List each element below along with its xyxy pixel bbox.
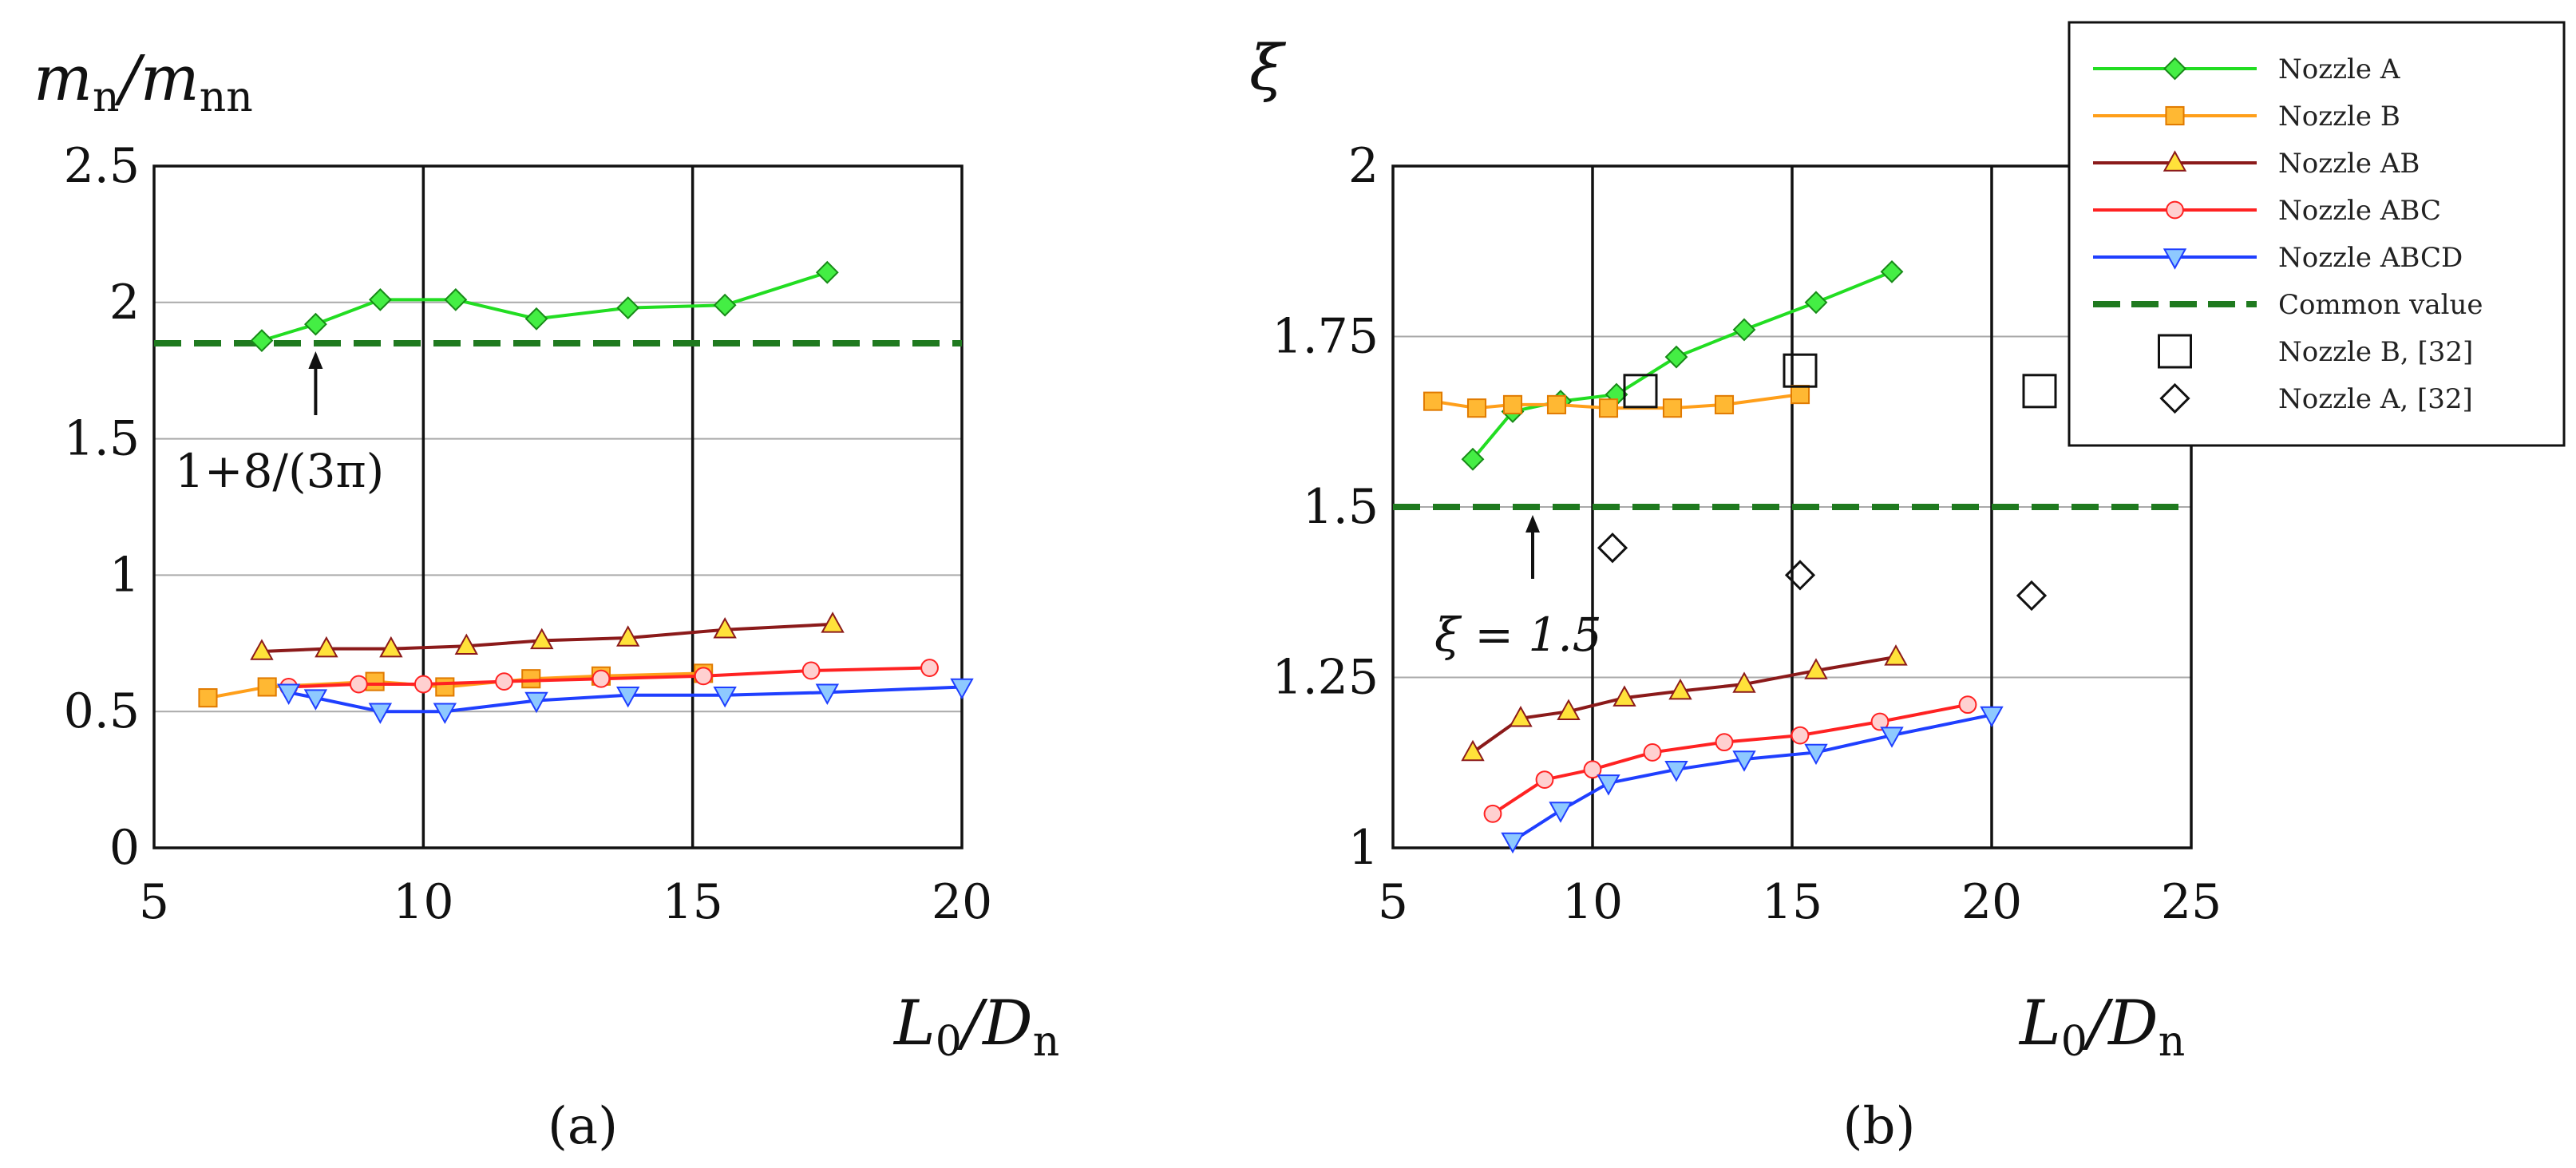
series-line-a — [262, 272, 827, 340]
point-ab — [822, 613, 843, 632]
point-abc — [415, 676, 432, 693]
figure: 5 10 15 20 0 0.5 1 1.5 2 2.5 1+8/(3π) 5 10 15 20 25 1 1.… — [0, 0, 2576, 1168]
legend-entry-label: Nozzle AB — [2278, 148, 2420, 180]
legend-entry-label: Common value — [2278, 289, 2483, 321]
series-line-a — [1473, 271, 1892, 459]
point-b — [366, 673, 384, 691]
y-tick-label: 2 — [109, 275, 140, 331]
series-line-abcd — [1513, 715, 1992, 841]
legend-entry-label: Nozzle A — [2278, 53, 2400, 85]
point-a — [714, 295, 735, 315]
y-tick-label: 2.5 — [64, 138, 140, 194]
point-abc — [1716, 734, 1733, 750]
point-abc — [921, 659, 938, 676]
point-b — [1791, 386, 1809, 403]
point-abc — [1644, 744, 1661, 761]
point-b — [436, 678, 453, 695]
point-a — [251, 331, 272, 351]
point-a — [305, 314, 326, 335]
point-b — [199, 689, 216, 707]
legend: Nozzle A Nozzle B Nozzle AB Nozzle ABC Nozzl… — [2069, 22, 2564, 445]
point-b — [1664, 399, 1681, 417]
point-abc — [1792, 727, 1809, 744]
x-tick-label: 10 — [1562, 874, 1623, 930]
legend-swatch-abc — [2166, 202, 2183, 219]
point-abc — [803, 663, 820, 679]
y-tick-label: 1.75 — [1272, 309, 1379, 365]
xlabel-b: L0/Dn — [2018, 988, 2185, 1066]
annotation-arrowhead — [1525, 515, 1540, 533]
point-abc — [1960, 696, 1977, 713]
point-abcd — [1550, 802, 1571, 821]
legend-box — [2069, 22, 2564, 445]
point-abc — [350, 676, 367, 693]
x-tick-label: 5 — [1378, 874, 1408, 930]
point-b — [259, 678, 276, 695]
xlabel-a: L0/Dn — [892, 988, 1059, 1066]
point-b — [522, 670, 540, 687]
y-tick-label: 0.5 — [64, 683, 140, 739]
point-abc — [593, 671, 610, 687]
ref-point-nozzle-b — [2024, 375, 2056, 407]
ref-point-nozzle-a — [1787, 561, 1814, 588]
point-ab — [1886, 646, 1906, 664]
y-tick-label: 0 — [109, 820, 140, 876]
legend-entry-label: Nozzle ABCD — [2278, 242, 2463, 274]
point-a — [370, 289, 390, 310]
point-b — [1468, 399, 1486, 417]
y-tick-label: 1 — [1348, 820, 1379, 876]
annotation-text: ξ = 1.5 — [1434, 608, 1602, 662]
y-tick-label: 1 — [109, 547, 140, 603]
ylabel-a: mn/mnn — [34, 43, 253, 121]
y-tick-label: 1.5 — [64, 411, 140, 467]
ref-point-nozzle-b — [1784, 354, 1816, 386]
panel-label-a: (a) — [548, 1097, 618, 1156]
legend-entry-label: Nozzle A, [32] — [2278, 383, 2473, 415]
point-b — [1504, 396, 1521, 414]
point-abc — [695, 667, 712, 684]
legend-swatch-b — [2166, 107, 2183, 125]
point-b — [1424, 393, 1442, 410]
panel-label-b: (b) — [1843, 1097, 1916, 1156]
ref-point-nozzle-a — [1599, 534, 1626, 561]
point-a — [445, 289, 466, 310]
point-abc — [1485, 806, 1502, 822]
ref-point-nozzle-a — [2018, 582, 2045, 609]
series-line-abc — [1493, 705, 1968, 814]
annotation-text: 1+8/(3π) — [175, 444, 384, 498]
legend-entry-label: Nozzle B, [32] — [2278, 336, 2473, 368]
x-tick-label: 20 — [1961, 874, 2022, 930]
point-abc — [1537, 771, 1553, 788]
point-b — [1600, 399, 1617, 417]
x-tick-label: 5 — [139, 874, 169, 930]
point-abc — [496, 673, 512, 690]
point-a — [526, 308, 547, 329]
point-b — [1715, 396, 1733, 414]
point-a — [817, 262, 837, 283]
x-tick-label: 15 — [1762, 874, 1822, 930]
point-a — [1666, 346, 1687, 367]
x-tick-label: 10 — [393, 874, 453, 930]
point-a — [1882, 261, 1902, 282]
point-b — [1548, 396, 1565, 414]
point-a — [618, 298, 639, 319]
point-a — [1806, 292, 1826, 313]
y-tick-label: 1.5 — [1303, 479, 1379, 535]
plot-frame — [154, 166, 962, 848]
panel-a: 5 10 15 20 0 0.5 1 1.5 2 2.5 1+8/(3π) — [64, 138, 993, 930]
ylabel-b: ξ — [1249, 33, 1287, 105]
annotation-arrowhead — [308, 351, 322, 369]
legend-entry-label: Nozzle B — [2278, 101, 2400, 133]
x-tick-label: 20 — [932, 874, 992, 930]
x-tick-label: 25 — [2161, 874, 2222, 930]
legend-entry-label: Nozzle ABC — [2278, 195, 2441, 227]
point-ab — [1462, 742, 1483, 760]
x-tick-label: 15 — [662, 874, 722, 930]
y-tick-label: 1.25 — [1272, 650, 1379, 706]
point-abcd — [1598, 775, 1619, 794]
y-tick-label: 2 — [1348, 138, 1379, 194]
series-line-ab — [1473, 657, 1896, 753]
